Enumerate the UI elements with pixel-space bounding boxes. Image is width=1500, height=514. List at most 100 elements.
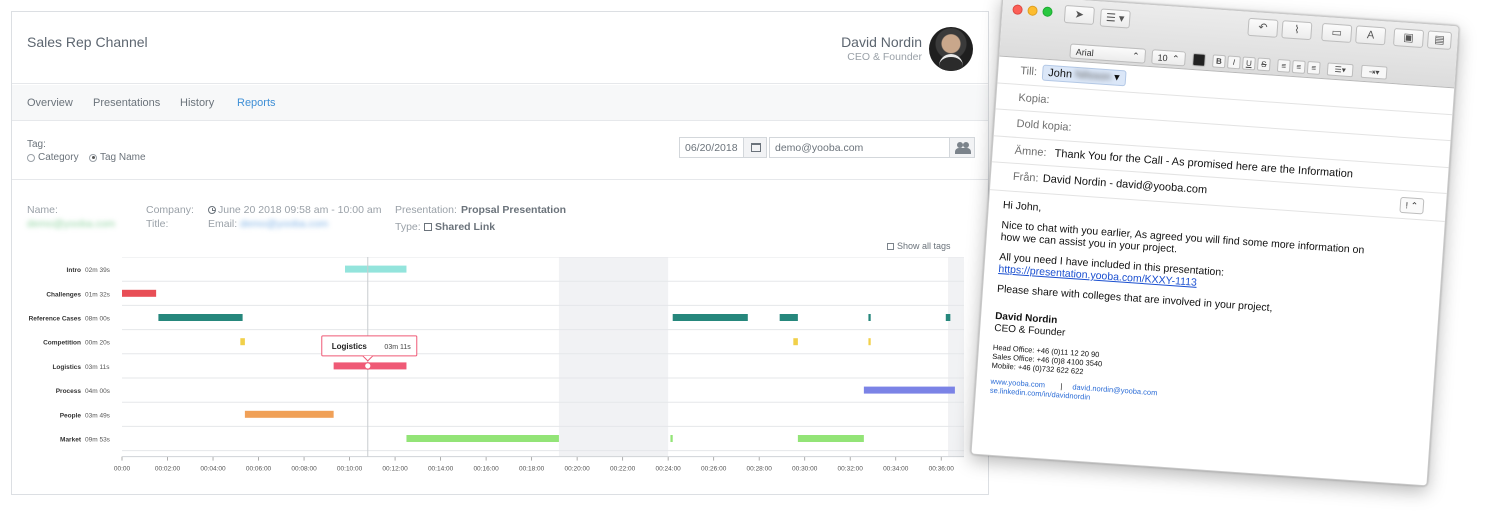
row-tag-label: Logistics <box>52 364 81 371</box>
zoom-window-button[interactable] <box>1042 6 1053 18</box>
type-text: Shared Link <box>435 221 496 233</box>
x-tick-label: 00:36:00 <box>929 466 955 473</box>
font-size-value: 10 <box>1157 52 1168 64</box>
text-color-button[interactable] <box>1192 53 1206 67</box>
subject-label: Ämne: <box>1014 144 1047 160</box>
align-left-button[interactable]: ≡ <box>1276 58 1291 73</box>
tooltip-tag: Logistics <box>332 342 368 351</box>
radio-tagname-label: Tag Name <box>100 152 146 163</box>
indent-select[interactable]: ⇥▾ <box>1360 64 1388 80</box>
clock-icon <box>208 206 216 214</box>
calendar-button[interactable] <box>743 137 767 158</box>
timeline-segment-competition <box>793 338 798 346</box>
greeting: Hi John, <box>1002 199 1042 214</box>
to-recipient-chip[interactable]: John Nilsson ▾ <box>1041 64 1127 87</box>
paperclip-icon: ⌇ <box>1293 24 1300 37</box>
row-tag-label: Intro <box>67 267 81 274</box>
panel-header: Sales Rep Channel David Nordin CEO & Fou… <box>12 12 988 84</box>
nav-history[interactable]: History <box>180 97 215 109</box>
timeline-segment-reference-cases <box>868 314 871 321</box>
email-label: Email: <box>208 218 238 230</box>
timeline-segment-reference-cases <box>672 314 748 321</box>
row-duration-label: 02m 39s <box>85 267 111 274</box>
x-tick-label: 00:02:00 <box>155 466 181 473</box>
font-size-select[interactable]: 10 ⌃ <box>1151 49 1187 67</box>
x-tick-label: 00:10:00 <box>337 466 363 473</box>
header-fields-button[interactable]: ▭ <box>1321 22 1353 44</box>
send-button[interactable]: ➤ <box>1063 4 1095 26</box>
tooltip-box <box>321 335 418 357</box>
x-tick-label: 00:14:00 <box>428 466 454 473</box>
strikethrough-button[interactable]: S <box>1256 57 1271 72</box>
align-center-button[interactable]: ≡ <box>1291 59 1306 74</box>
x-tick-label: 00:28:00 <box>747 466 773 473</box>
date-input[interactable]: 06/20/2018 <box>679 137 743 158</box>
radio-tagname[interactable]: Tag Name <box>89 152 146 163</box>
tag-label: Tag: <box>27 139 46 150</box>
radio-category-label: Category <box>38 152 79 163</box>
align-right-button[interactable]: ≡ <box>1306 61 1321 75</box>
type-label: Type: <box>395 221 421 233</box>
filter-bar: Tag: Category Tag Name 06/20/2018 demo@y… <box>12 122 988 180</box>
timeline-segment-people <box>244 410 334 418</box>
datetime-text: June 20 2018 09:58 am - 10:00 am <box>218 204 382 216</box>
radio-category-indicator[interactable] <box>27 153 35 162</box>
timeline-segment-reference-cases <box>779 314 798 321</box>
x-tick-label: 00:30:00 <box>792 466 818 473</box>
row-duration-label: 09m 53s <box>85 437 111 444</box>
photo-icon: ▣ <box>1402 31 1415 45</box>
bold-button[interactable]: B <box>1212 54 1226 69</box>
cursor-point <box>363 362 372 370</box>
nav-presentations[interactable]: Presentations <box>93 97 161 109</box>
list-style-select[interactable]: ☰▾ <box>1326 62 1354 78</box>
attach-button[interactable]: ⌇ <box>1281 20 1313 41</box>
x-tick-label: 00:16:00 <box>473 466 499 473</box>
tooltip-pointer <box>362 355 374 362</box>
row-tag-label: Process <box>56 388 82 395</box>
underline-button[interactable]: U <box>1241 56 1256 71</box>
row-duration-label: 08m 00s <box>85 316 111 323</box>
fonts-button[interactable]: A <box>1355 25 1387 46</box>
format-list-button[interactable]: ☰ ▾ <box>1099 8 1131 29</box>
font-family-select[interactable]: Arial ⌃ <box>1069 43 1147 64</box>
body-paragraph-3: Please share with colleges that are invo… <box>996 282 1273 315</box>
italic-button[interactable]: I <box>1226 55 1241 70</box>
timeline-segment-reference-cases <box>158 314 243 321</box>
show-all-tags[interactable]: Show all tags <box>887 241 951 251</box>
calendar-icon <box>751 143 761 152</box>
radio-tagname-indicator[interactable] <box>89 153 97 162</box>
users-button[interactable] <box>949 137 975 158</box>
row-duration-label: 03m 49s <box>85 412 111 419</box>
from-value[interactable]: David Nordin - david@yooba.com <box>1042 172 1208 197</box>
name-value: demo@yooba.com <box>27 218 116 230</box>
minimize-window-button[interactable] <box>1027 5 1038 17</box>
priority-select[interactable]: ! ⌃ <box>1399 196 1425 215</box>
stationery-icon: ▤ <box>1433 33 1446 47</box>
radio-category[interactable]: Category <box>27 152 79 163</box>
from-label: Från: <box>1012 170 1039 185</box>
x-tick-label: 00:00 <box>114 466 131 473</box>
main-nav: Overview Presentations History Reports <box>12 85 988 121</box>
user-role: CEO & Founder <box>847 51 922 63</box>
row-tag-label: Market <box>60 437 82 444</box>
close-window-button[interactable] <box>1012 4 1023 16</box>
row-tag-label: Reference Cases <box>29 316 82 323</box>
row-tag-label: Competition <box>43 340 81 347</box>
timeline-segment-market <box>797 435 864 442</box>
stationery-button[interactable]: ▤ <box>1426 30 1453 50</box>
timeline-segment-market <box>406 435 559 442</box>
nav-reports[interactable]: Reports <box>237 97 276 109</box>
show-all-tags-checkbox[interactable] <box>887 242 894 250</box>
photo-browser-button[interactable]: ▣ <box>1392 27 1425 49</box>
nav-overview[interactable]: Overview <box>27 97 73 109</box>
x-tick-label: 00:08:00 <box>291 466 317 473</box>
email-filter-input[interactable]: demo@yooba.com <box>769 137 949 158</box>
avatar[interactable] <box>929 27 973 71</box>
timeline-segment-process <box>863 386 955 394</box>
app-title: Sales Rep Channel <box>27 34 148 50</box>
type-value: Shared Link <box>424 221 495 233</box>
shaded-range <box>558 257 669 457</box>
row-duration-label: 00m 20s <box>85 340 111 347</box>
reply-button[interactable]: ↶ <box>1247 17 1279 38</box>
